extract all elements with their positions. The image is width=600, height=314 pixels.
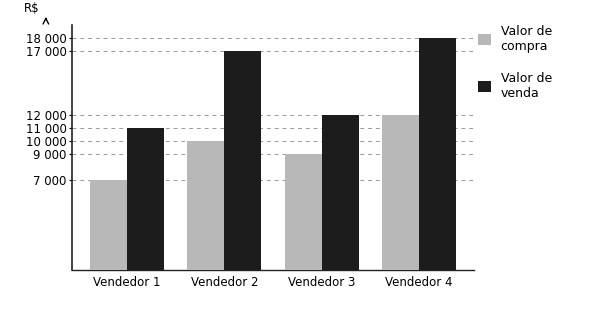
Y-axis label: R$: R$ xyxy=(24,2,40,15)
Bar xyxy=(322,115,359,270)
Legend: Valor de
compra, Valor de
venda: Valor de compra, Valor de venda xyxy=(478,25,552,100)
Bar xyxy=(187,141,224,270)
Bar xyxy=(127,128,164,270)
Bar xyxy=(419,38,456,270)
Bar xyxy=(284,154,322,270)
Bar xyxy=(90,180,127,270)
Bar xyxy=(382,115,419,270)
Bar xyxy=(224,51,262,270)
